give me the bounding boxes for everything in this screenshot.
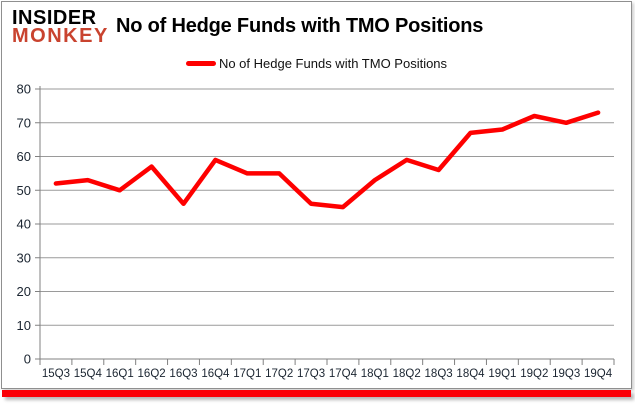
legend-line-swatch (185, 61, 216, 66)
y-axis-tick-label: 30 (17, 250, 31, 265)
legend-label: No of Hedge Funds with TMO Positions (218, 56, 448, 71)
y-axis-tick-label: 70 (17, 115, 31, 130)
y-axis-tick-label: 0 (24, 352, 31, 367)
x-axis-tick-label: 17Q3 (297, 368, 325, 380)
chart-title: No of Hedge Funds with TMO Positions (116, 15, 484, 37)
x-axis-tick-label: 18Q2 (393, 368, 421, 380)
x-axis-tick-label: 16Q4 (201, 368, 230, 380)
x-axis-tick-label: 16Q1 (106, 368, 134, 380)
x-axis-tick-label: 18Q4 (456, 368, 485, 380)
logo-line-monkey: MONKEY (12, 25, 109, 48)
y-axis-tick-label: 40 (17, 217, 31, 232)
x-axis-tick-label: 17Q2 (265, 368, 293, 380)
x-axis-tick-label: 19Q4 (584, 368, 613, 380)
x-axis-tick-label: 19Q2 (520, 368, 548, 380)
x-axis-tick-label: 17Q4 (329, 368, 358, 380)
x-axis-tick-label: 17Q1 (233, 368, 261, 380)
insider-monkey-logo: INSIDER MONKEY (12, 7, 109, 48)
x-axis-tick-label: 18Q3 (425, 368, 453, 380)
bottom-red-bar (2, 390, 631, 397)
chart-card: INSIDER MONKEY No of Hedge Funds with TM… (1, 1, 632, 389)
x-axis-tick-label: 19Q1 (488, 368, 516, 380)
x-axis-tick-label: 16Q3 (169, 368, 197, 380)
line-chart: 0 10 20 30 40 50 60 70 80 15Q3 15Q4 16Q1 16Q2 16Q3 16Q… (17, 82, 615, 380)
y-axis-tick-label: 10 (17, 318, 31, 333)
series-line (53, 110, 601, 210)
y-axis-tick-label: 50 (17, 183, 31, 198)
y-axis-tick-label: 20 (17, 284, 31, 299)
legend: No of Hedge Funds with TMO Positions (2, 56, 631, 71)
x-axis-tick-label: 15Q3 (42, 368, 70, 380)
y-axis-tick-label: 80 (17, 82, 31, 97)
y-axis-tick-label: 60 (17, 149, 31, 164)
logo-line-insider: INSIDER (12, 7, 97, 29)
x-axis-tick-label: 16Q2 (138, 368, 166, 380)
x-axis-tick-label: 19Q3 (552, 368, 580, 380)
x-axis-tick-label: 15Q4 (74, 368, 103, 380)
x-axis-tick-label: 18Q1 (361, 368, 389, 380)
